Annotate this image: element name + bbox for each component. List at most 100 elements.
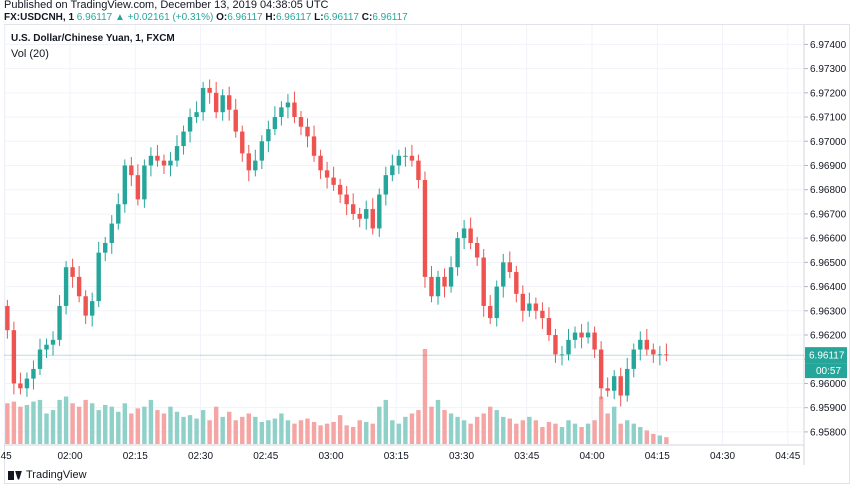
volume-bar (122, 403, 128, 444)
volume-bar (44, 413, 49, 444)
candle-body (488, 305, 493, 319)
volume-bar (579, 427, 584, 444)
volume-bar (116, 411, 121, 444)
candle-body (455, 238, 460, 268)
time-tick-label: 04:15 (645, 451, 670, 462)
symbol-title: U.S. Dollar/Chinese Yuan, 1, FXCM (11, 33, 175, 44)
candle-body (611, 376, 617, 391)
time-tick-label: :45 (0, 451, 12, 462)
candle-body (416, 160, 421, 181)
price-tick-label: 6.95800 (810, 427, 847, 438)
volume-bar (207, 420, 212, 444)
volume-bar (5, 403, 10, 444)
candle-body (233, 109, 238, 132)
volume-bar (272, 418, 278, 444)
volume-bar (181, 416, 186, 444)
candle-body (572, 332, 578, 340)
volume-bar (468, 423, 473, 444)
footer[interactable]: TradingView (8, 469, 87, 481)
candle-body (187, 117, 193, 132)
volume-bar (488, 406, 493, 444)
time-tick-label: 04:00 (579, 451, 604, 462)
candle-body (442, 276, 447, 287)
volume-bar (566, 420, 571, 444)
candle-body (638, 339, 643, 350)
volume-bar (259, 421, 265, 444)
candle-body (337, 184, 343, 195)
volume-bar (501, 416, 506, 444)
price-tick-label: 6.96600 (810, 234, 847, 245)
candle-body (181, 131, 186, 147)
volume-bar (24, 404, 30, 444)
time-tick-label: 04:30 (710, 451, 735, 462)
volume-bar (155, 410, 160, 444)
time-tick-label: 02:30 (188, 451, 213, 462)
candle-body (566, 339, 571, 355)
price-tick-label: 6.96200 (810, 331, 847, 342)
volume-bar (350, 427, 356, 444)
volume-bar (461, 420, 467, 444)
volume-bar (631, 423, 636, 444)
candle-body (331, 177, 336, 185)
volume-bar (200, 410, 206, 444)
close-value: 6.96117 (372, 12, 408, 23)
time-tick-label: 03:45 (514, 451, 539, 462)
candle-body (429, 276, 434, 297)
candle-body (96, 252, 101, 302)
candle-body (161, 160, 167, 166)
volume-bar (129, 413, 134, 444)
volume-bar (657, 435, 663, 444)
candle-body (501, 262, 506, 287)
candle-body (311, 136, 317, 156)
volume-bar (227, 411, 232, 444)
volume-bar (527, 416, 532, 444)
price-tick-label: 6.97200 (810, 88, 847, 99)
price-tick-label: 6.96700 (810, 209, 847, 220)
candle-body (605, 388, 610, 391)
candle-body (344, 194, 349, 205)
volume-bar (187, 415, 193, 444)
volume-bar (233, 420, 238, 444)
volume-bar (63, 396, 69, 444)
time-tick-label: 02:15 (123, 451, 148, 462)
volume-bar (638, 427, 643, 444)
volume-bar (618, 423, 623, 444)
price-tick-label: 6.97000 (810, 137, 847, 148)
candle-body (24, 378, 30, 389)
volume-bar (370, 423, 375, 444)
volume-bar (331, 421, 336, 444)
candle-body (435, 276, 441, 297)
candle-body (494, 286, 499, 319)
candle-body (390, 165, 395, 176)
candle-body (76, 276, 82, 297)
candle-body (174, 146, 180, 161)
volume-bar (213, 406, 219, 444)
candle-body (129, 165, 134, 176)
time-tick-label: 02:00 (57, 451, 82, 462)
volume-bar (103, 404, 108, 444)
volume-indicator-label: Vol (20) (11, 48, 49, 60)
price-tick-label: 6.95900 (810, 403, 847, 414)
candle-body (448, 267, 454, 287)
low-label: L: (314, 12, 324, 23)
candle-body (527, 303, 532, 311)
candle-body (592, 332, 597, 350)
volume-bar (96, 410, 101, 444)
candle-body (350, 204, 356, 214)
price-tick-label: 6.97400 (810, 40, 847, 51)
candle-body (507, 262, 512, 273)
candle-body (83, 296, 88, 316)
published-caption: Published on TradingView.com, December 1… (4, 0, 329, 11)
candle-body (37, 349, 43, 369)
candle-body (403, 155, 408, 157)
candle-body (213, 92, 219, 113)
volume-bar (11, 401, 17, 444)
high-label: H: (265, 12, 276, 23)
volume-bar (31, 401, 36, 444)
candle-body (625, 368, 630, 396)
candle-body (651, 349, 656, 355)
volume-bar (494, 410, 499, 444)
volume-bar (409, 413, 415, 444)
candle-body (103, 242, 108, 253)
